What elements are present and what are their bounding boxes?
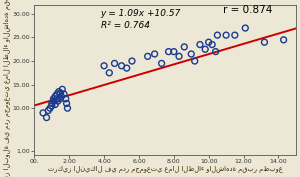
- Point: [58, 97, 63, 100]
- Point: [44, 116, 49, 119]
- Point: [177, 55, 182, 58]
- Point: [55, 97, 59, 100]
- Point: [192, 60, 197, 62]
- Point: [53, 95, 58, 98]
- Point: [55, 93, 59, 95]
- Point: [61, 93, 66, 95]
- Point: [159, 62, 164, 65]
- Point: [102, 64, 106, 67]
- Point: [60, 88, 64, 91]
- Point: [50, 104, 54, 107]
- Text: R² = 0.764: R² = 0.764: [100, 21, 150, 30]
- Point: [152, 53, 157, 55]
- Point: [145, 55, 150, 58]
- Point: [189, 53, 194, 55]
- X-axis label: تركيز النيكال في مدر مجموعتي عمال الطلاء والشاهدة مقبر مطبوع: تركيز النيكال في مدر مجموعتي عمال الطلاء…: [48, 166, 283, 173]
- Point: [107, 71, 112, 74]
- Point: [119, 64, 124, 67]
- Point: [182, 45, 187, 48]
- Point: [50, 102, 54, 105]
- Point: [281, 38, 286, 41]
- Point: [206, 41, 211, 44]
- Point: [215, 34, 220, 36]
- Point: [64, 102, 69, 105]
- Point: [213, 50, 218, 53]
- Point: [53, 103, 58, 106]
- Text: y = 1.09x +10.57: y = 1.09x +10.57: [100, 9, 181, 18]
- Point: [203, 48, 208, 51]
- Point: [198, 43, 203, 46]
- Point: [210, 43, 214, 46]
- Point: [224, 34, 229, 36]
- Point: [58, 92, 63, 95]
- Point: [243, 27, 248, 30]
- Point: [59, 95, 64, 98]
- Point: [124, 67, 129, 70]
- Point: [65, 107, 70, 110]
- Point: [56, 100, 60, 102]
- Point: [166, 50, 171, 53]
- Point: [171, 50, 176, 53]
- Point: [56, 90, 61, 93]
- Text: r = 0.874: r = 0.874: [223, 5, 272, 15]
- Point: [48, 107, 52, 110]
- Point: [262, 41, 267, 44]
- Point: [232, 34, 237, 36]
- Y-axis label: تركيز البولة في مدر مجموعتي عمال الطلاء والشاهدة مقبر مطبوع: تركيز البولة في مدر مجموعتي عمال الطلاء …: [4, 0, 11, 177]
- Point: [112, 62, 117, 65]
- Point: [41, 112, 46, 114]
- Point: [63, 97, 68, 100]
- Point: [130, 60, 134, 62]
- Point: [51, 97, 56, 100]
- Point: [46, 109, 51, 112]
- Point: [51, 100, 56, 102]
